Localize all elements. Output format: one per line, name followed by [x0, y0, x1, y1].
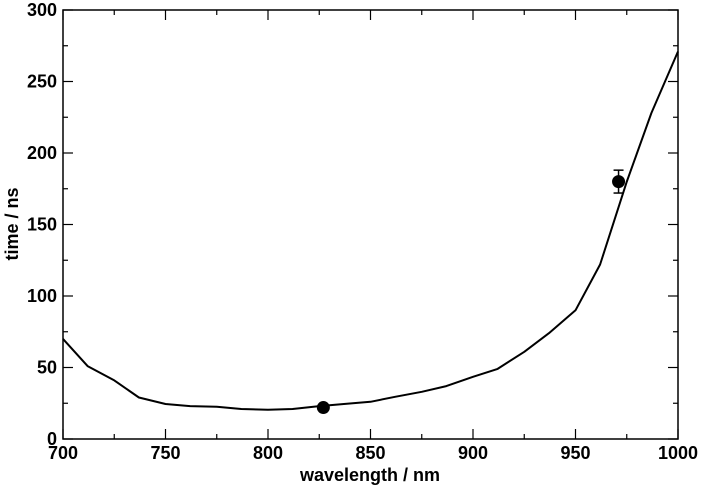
data-point [316, 401, 330, 415]
x-tick-label: 800 [253, 443, 283, 463]
x-axis-title: wavelength / nm [299, 465, 440, 485]
axis-tick-labels: 700 750 800 850 900 950 1000 0 50 100 150 200 250 300 [27, 0, 698, 463]
plot-frame [62, 9, 679, 440]
y-tick-label: 50 [37, 358, 57, 378]
y-tick-label: 300 [27, 0, 57, 20]
y-tick-label: 250 [27, 72, 57, 92]
y-tick-label: 150 [27, 215, 57, 235]
axis-ticks [62, 9, 679, 440]
x-tick-label: 750 [150, 443, 180, 463]
x-tick-label: 700 [48, 443, 78, 463]
y-tick-label: 0 [47, 429, 57, 449]
y-tick-label: 100 [27, 286, 57, 306]
x-tick-label: 1000 [658, 443, 698, 463]
y-tick-label: 200 [27, 143, 57, 163]
y-axis-title: time / ns [2, 187, 22, 260]
x-tick-label: 850 [355, 443, 385, 463]
data-series [62, 51, 679, 415]
data-point [612, 175, 626, 189]
x-tick-label: 900 [458, 443, 488, 463]
series-line [62, 51, 679, 411]
x-tick-label: 950 [560, 443, 590, 463]
